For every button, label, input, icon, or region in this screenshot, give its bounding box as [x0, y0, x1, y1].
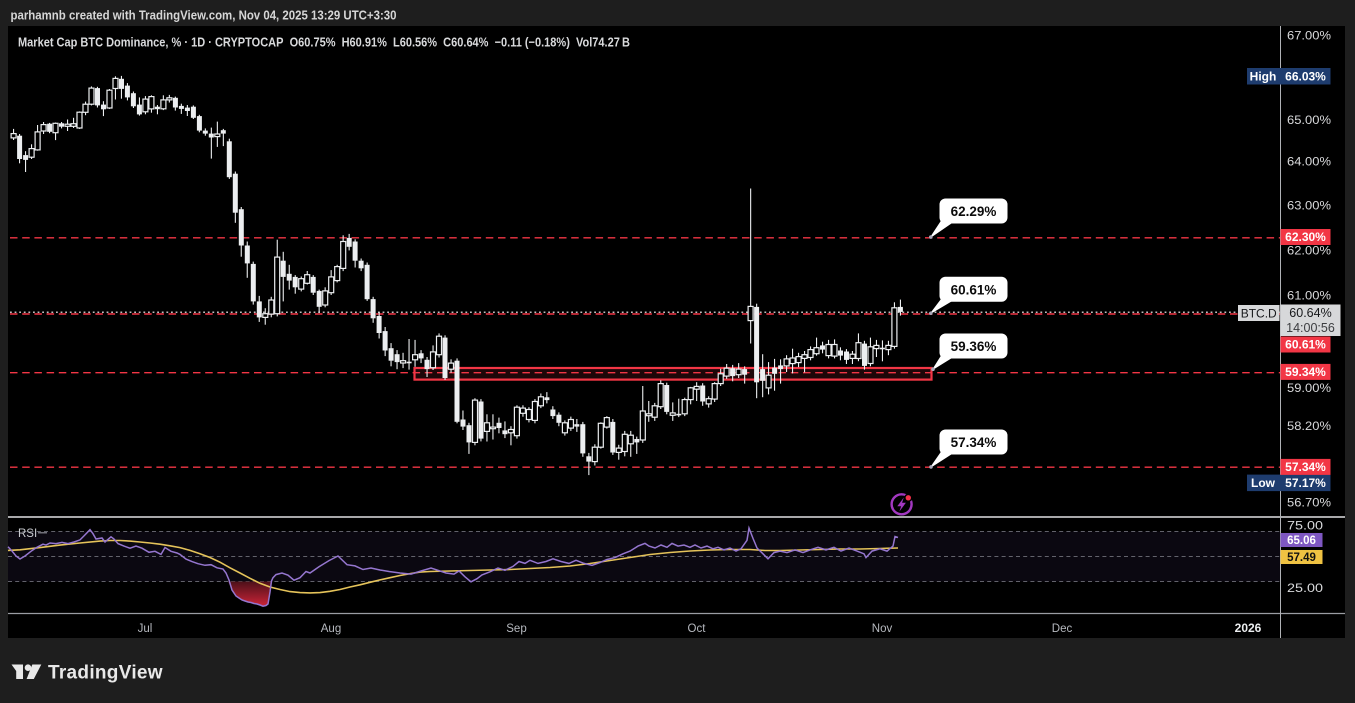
svg-text:60.61%: 60.61%: [1285, 338, 1326, 352]
svg-text:Aug: Aug: [321, 623, 341, 635]
svg-text:2026: 2026: [1235, 621, 1262, 635]
svg-text:parhamnb created with TradingV: parhamnb created with TradingView.com, N…: [11, 9, 397, 23]
svg-text:62.00%: 62.00%: [1287, 244, 1331, 258]
svg-text:62.29%: 62.29%: [951, 204, 997, 219]
svg-text:66.03%: 66.03%: [1285, 70, 1326, 84]
svg-text:Oct: Oct: [688, 623, 707, 635]
svg-text:67.00%: 67.00%: [1287, 29, 1331, 43]
svg-text:60.64%: 60.64%: [1289, 306, 1331, 320]
svg-text:59.34%: 59.34%: [1285, 365, 1326, 379]
svg-text:58.20%: 58.20%: [1287, 419, 1331, 433]
svg-text:14:00:56: 14:00:56: [1286, 321, 1335, 335]
svg-text:Nov: Nov: [872, 623, 893, 635]
svg-text:25.00: 25.00: [1287, 581, 1323, 595]
svg-text:High: High: [1250, 70, 1277, 84]
svg-text:65.06: 65.06: [1287, 535, 1316, 547]
svg-text:59.00%: 59.00%: [1287, 381, 1331, 395]
svg-text:57.49: 57.49: [1287, 552, 1316, 564]
svg-text:57.34%: 57.34%: [1285, 460, 1326, 474]
svg-text:Jul: Jul: [138, 623, 153, 635]
svg-text:57.17%: 57.17%: [1285, 476, 1326, 490]
svg-text:64.00%: 64.00%: [1287, 155, 1331, 169]
svg-text:63.00%: 63.00%: [1287, 199, 1331, 213]
svg-text:BTC.D: BTC.D: [1241, 306, 1277, 320]
svg-text:60.61%: 60.61%: [951, 282, 997, 297]
svg-text:65.00%: 65.00%: [1287, 113, 1331, 127]
svg-text:Dec: Dec: [1052, 623, 1073, 635]
svg-text:Low: Low: [1251, 476, 1276, 490]
svg-text:75.00: 75.00: [1287, 519, 1323, 533]
svg-text:62.30%: 62.30%: [1285, 230, 1326, 244]
svg-text:Market Cap BTC Dominance, % ·: Market Cap BTC Dominance, % · 1D · CRYPT…: [18, 35, 630, 50]
svg-text:RSI: RSI: [18, 528, 37, 540]
svg-text:Sep: Sep: [506, 623, 526, 635]
svg-text:61.00%: 61.00%: [1287, 289, 1331, 303]
svg-text:57.34%: 57.34%: [951, 435, 997, 450]
svg-text:TradingView: TradingView: [48, 663, 163, 684]
svg-text:56.70%: 56.70%: [1287, 496, 1331, 510]
svg-text:59.36%: 59.36%: [951, 339, 997, 354]
